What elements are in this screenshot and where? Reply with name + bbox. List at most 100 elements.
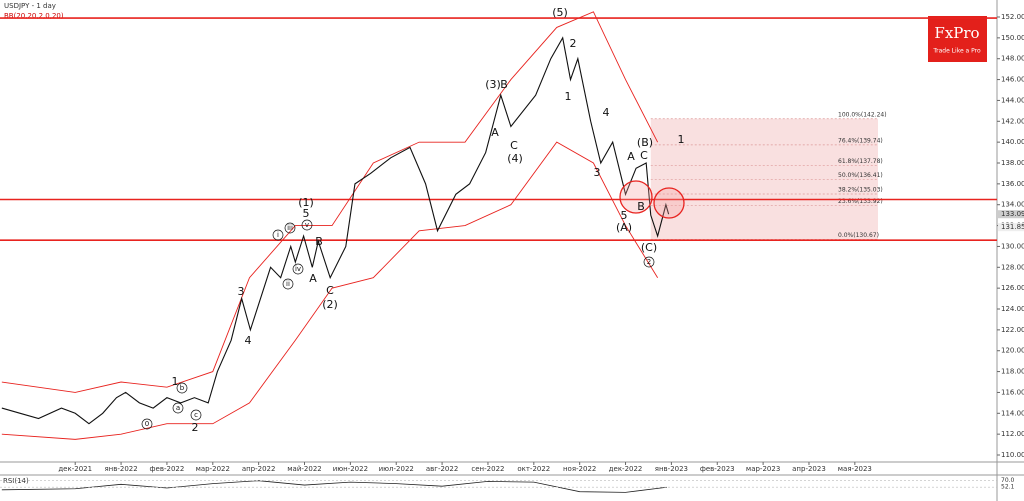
wave-label: 1	[678, 133, 685, 146]
wave-label: B	[315, 235, 323, 248]
wave-label: A	[627, 150, 635, 163]
x-tick-label: дек-2022	[609, 465, 643, 473]
x-tick-label: мая-2023	[838, 465, 872, 473]
x-tick-label: фев-2023	[700, 465, 735, 473]
wave-label: 3	[238, 285, 245, 298]
fib-label: 100.0%(142.24)	[838, 111, 887, 118]
y-tick-label: 134.00	[1001, 201, 1024, 209]
x-tick-label: май-2022	[287, 465, 321, 473]
fib-label: 38.2%(135.03)	[838, 186, 883, 193]
x-tick-label: апр-2022	[242, 465, 276, 473]
indicator-label: BB(20,20,2,0,20)	[4, 12, 64, 20]
wave-label: A	[491, 126, 499, 139]
wave-label: 4	[245, 334, 252, 347]
wave-circle	[176, 382, 188, 394]
x-tick-label: апр-2023	[792, 465, 826, 473]
x-tick-label: янв-2023	[655, 465, 688, 473]
wave-label: (3)	[485, 78, 501, 91]
y-tick-label: 116.00	[1001, 388, 1024, 396]
highlight-circle	[619, 180, 653, 214]
fib-label: 50.0%(136.41)	[838, 172, 883, 179]
y-tick-label: 148.00	[1001, 55, 1024, 63]
y-tick-label: 112.00	[1001, 430, 1024, 438]
wave-circle	[643, 256, 655, 268]
wave-circle	[301, 219, 313, 231]
fib-zone	[650, 118, 878, 240]
wave-label: (4)	[507, 152, 523, 165]
wave-circle	[172, 402, 184, 414]
wave-label: B	[500, 78, 508, 91]
highlight-circle	[653, 187, 685, 219]
y-tick-label: 142.00	[1001, 117, 1024, 125]
price-line	[1, 36, 670, 425]
fib-label: 76.4%(139.74)	[838, 137, 883, 144]
rsi-tick-label: 70.0	[1001, 477, 1015, 484]
y-tick-label: 120.00	[1001, 347, 1024, 355]
wave-label: C	[510, 139, 518, 152]
wave-label: b	[180, 384, 185, 392]
wave-label: 1	[172, 375, 179, 388]
wave-label: 4	[603, 106, 610, 119]
fib-label: 61.8%(137.78)	[838, 158, 883, 165]
x-tick-label: янв-2022	[104, 465, 137, 473]
y-tick-label: 110.00	[1001, 451, 1024, 459]
wave-label: 5	[303, 207, 310, 220]
x-tick-label: июл-2022	[379, 465, 414, 473]
wave-label: 5	[621, 209, 628, 222]
y-tick-label: 130.00	[1001, 242, 1024, 250]
x-tick-label: авг-2022	[426, 465, 458, 473]
y-tick-label: 146.00	[1001, 76, 1024, 84]
y-tick-label: 140.00	[1001, 138, 1024, 146]
logo	[928, 16, 987, 62]
x-tick-label: дек-2021	[58, 465, 92, 473]
y-tick-label: 152.00	[1001, 13, 1024, 21]
wave-label: iii	[287, 224, 293, 232]
bollinger-lower	[1, 141, 659, 440]
x-tick-label: ноя-2022	[563, 465, 596, 473]
wave-label: (C)	[641, 241, 657, 254]
y-tick-label: 150.00	[1001, 34, 1024, 42]
y-tick-label: 128.00	[1001, 263, 1024, 271]
y-tick-label: 144.00	[1001, 96, 1024, 104]
logo-name: FxPro	[934, 24, 979, 42]
x-tick-label: июн-2022	[333, 465, 368, 473]
wave-label: (5)	[552, 6, 568, 19]
wave-circle	[292, 263, 304, 275]
fib-label: 23.6%(133.92)	[838, 198, 883, 205]
last-price-box	[998, 210, 1024, 219]
y-tick-label: 138.00	[1001, 159, 1024, 167]
wave-label: C	[326, 284, 334, 297]
x-tick-label: мар-2022	[196, 465, 230, 473]
wave-label: a	[176, 404, 180, 412]
logo-tagline: Trade Like a Pro	[932, 48, 981, 55]
wave-circle	[190, 409, 202, 421]
chart-title: USDJPY - 1 day	[4, 2, 56, 10]
wave-label: 0	[145, 420, 149, 428]
wave-label: i	[277, 231, 279, 239]
wave-label: (B)	[637, 136, 653, 149]
wave-circle	[284, 222, 296, 234]
marker-price-box	[998, 223, 1024, 232]
wave-label: 2	[647, 258, 651, 266]
wave-label: 2	[570, 37, 577, 50]
wave-label: (A)	[616, 221, 632, 234]
rsi-line	[1, 480, 667, 493]
wave-label: (1)	[298, 196, 314, 209]
y-tick-label: 136.00	[1001, 180, 1024, 188]
rsi-tick-label: 52.1	[1001, 484, 1015, 491]
bollinger-upper	[1, 11, 659, 393]
wave-label: (2)	[322, 298, 338, 311]
wave-circle	[141, 418, 153, 430]
marker-price-label: 131.85	[1001, 223, 1024, 231]
x-tick-label: сен-2022	[471, 465, 504, 473]
wave-label: 1	[565, 90, 572, 103]
y-tick-label: 124.00	[1001, 305, 1024, 313]
last-price-label: 133.09	[1001, 210, 1024, 218]
rsi-title: RSI(14)	[3, 477, 29, 485]
wave-label: ii	[286, 280, 290, 288]
x-tick-label: фев-2022	[150, 465, 185, 473]
y-tick-label: 122.00	[1001, 326, 1024, 334]
wave-label: 3	[594, 166, 601, 179]
